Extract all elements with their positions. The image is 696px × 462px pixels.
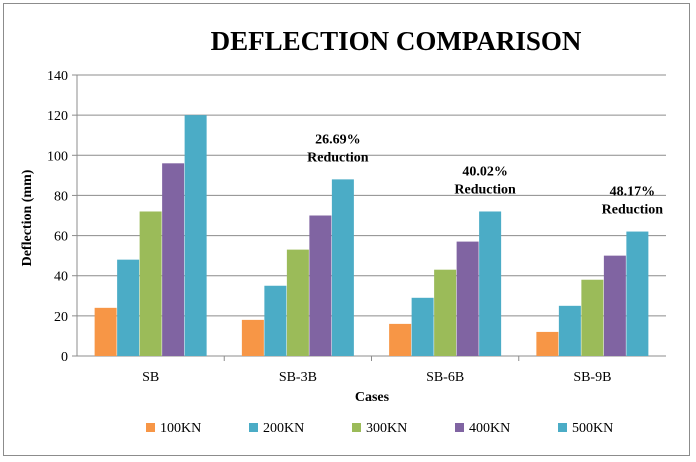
- chart-frame: DEFLECTION COMPARISON 0 20 40 60 80 100 120 140…: [3, 3, 690, 456]
- legend-swatch-100kn: [146, 423, 155, 432]
- y-tick-label: 120: [47, 109, 68, 124]
- annotation-percent: 48.17%: [610, 185, 656, 200]
- x-tick-label: SB-9B: [573, 370, 611, 385]
- annotation-percent: 26.69%: [315, 132, 361, 147]
- bar-sb-400kn: [162, 163, 185, 356]
- legend-label-100kn: 100KN: [160, 421, 201, 436]
- x-tick-label: SB-3B: [279, 370, 317, 385]
- legend-label-500kn: 500KN: [572, 421, 613, 436]
- y-tick-label: 140: [47, 69, 68, 84]
- annotations: 26.69% Reduction 40.02% Reduction 48.17% Redu…: [307, 132, 663, 217]
- legend: 100KN 200KN 300KN 400KN 500KN: [146, 421, 613, 436]
- y-tick-label: 40: [54, 270, 68, 285]
- bar-sb-200kn: [117, 259, 140, 356]
- deflection-bar-chart: DEFLECTION COMPARISON 0 20 40 60 80 100 120 140…: [20, 26, 666, 436]
- legend-swatch-400kn: [455, 423, 464, 432]
- bar-sb-6b-400kn: [456, 241, 479, 356]
- bar-sb-3b-300kn: [286, 249, 309, 356]
- legend-swatch-200kn: [249, 423, 258, 432]
- annotation-percent: 40.02%: [462, 164, 508, 179]
- bar-sb-9b-300kn: [581, 279, 604, 356]
- y-axis-title: Deflection (mm): [20, 169, 35, 266]
- bar-sb-300kn: [139, 211, 162, 356]
- legend-swatch-300kn: [352, 423, 361, 432]
- bar-sb-6b-500kn: [479, 211, 502, 356]
- bar-sb-6b-200kn: [411, 297, 434, 356]
- x-tick-label: SB-6B: [426, 370, 464, 385]
- bar-sb-9b-400kn: [603, 255, 626, 356]
- bar-sb-3b-100kn: [241, 319, 264, 356]
- bar-sb-6b-100kn: [389, 323, 412, 356]
- bar-sb-3b-200kn: [264, 285, 287, 356]
- bar-sb-100kn: [94, 307, 117, 356]
- bar-sb-3b-400kn: [309, 215, 332, 356]
- x-tick-label: SB: [142, 370, 159, 385]
- annotation-label: Reduction: [454, 182, 516, 197]
- legend-label-300kn: 300KN: [366, 421, 407, 436]
- legend-label-200kn: 200KN: [263, 421, 304, 436]
- bar-sb-6b-300kn: [434, 269, 457, 356]
- bar-sb-9b-500kn: [626, 231, 649, 356]
- annotation-label: Reduction: [602, 203, 664, 218]
- bar-sb-3b-500kn: [331, 179, 354, 356]
- annotation-label: Reduction: [307, 150, 369, 165]
- x-axis-title: Cases: [355, 390, 390, 405]
- bar-sb-9b-200kn: [558, 305, 581, 356]
- y-tick-label: 100: [47, 149, 68, 164]
- chart-title: DEFLECTION COMPARISON: [211, 26, 582, 56]
- legend-swatch-500kn: [558, 423, 567, 432]
- bar-sb-500kn: [184, 115, 207, 357]
- bars: [94, 115, 649, 357]
- y-tick-label: 80: [54, 189, 68, 204]
- y-tick-label: 60: [54, 230, 68, 245]
- legend-label-400kn: 400KN: [469, 421, 510, 436]
- y-tick-label: 0: [61, 350, 68, 365]
- bar-sb-9b-100kn: [536, 331, 559, 356]
- y-tick-label: 20: [54, 310, 68, 325]
